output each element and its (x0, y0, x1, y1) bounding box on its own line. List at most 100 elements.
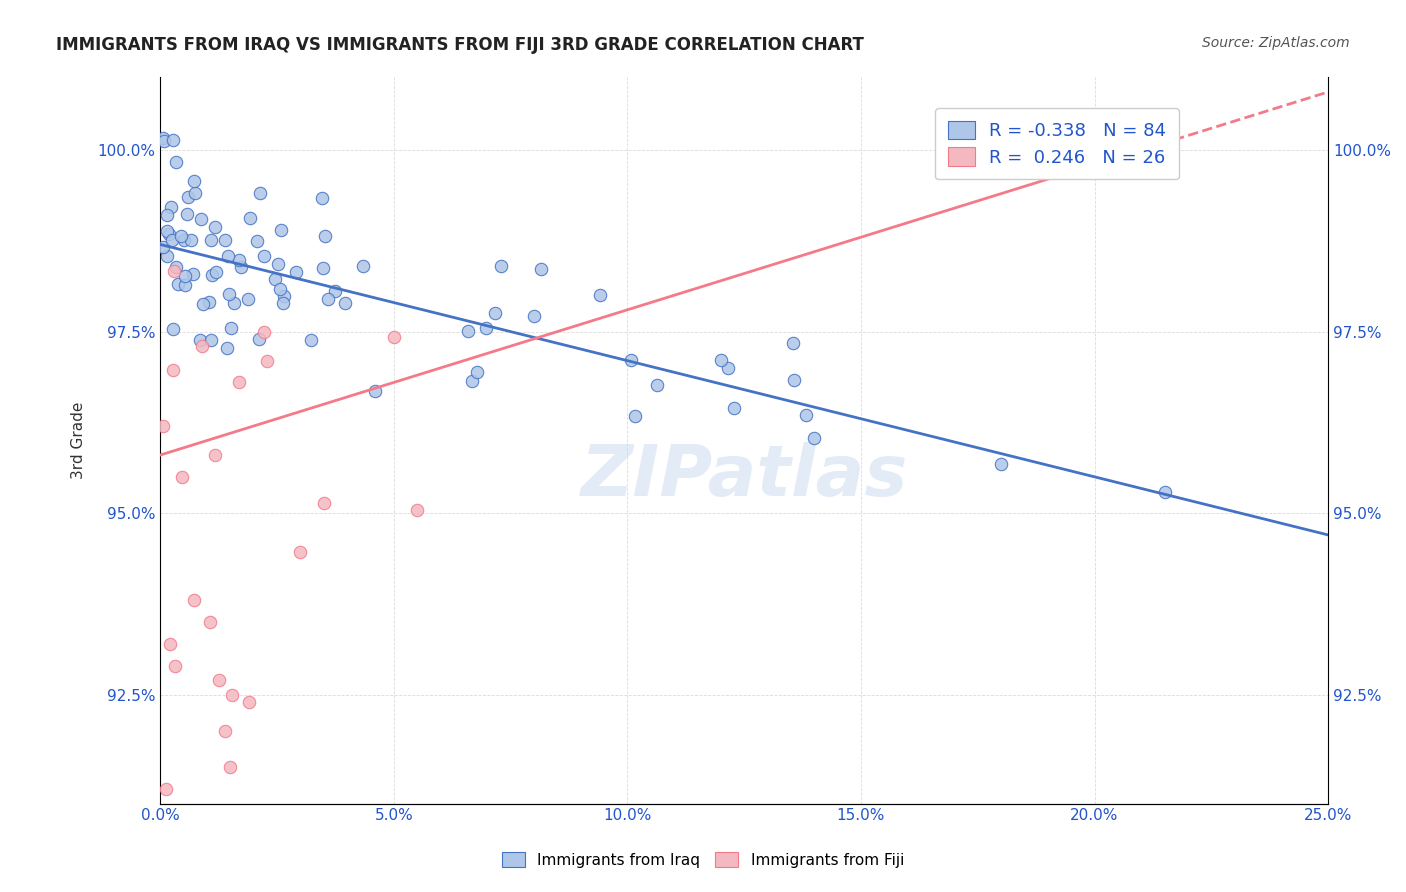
Point (523, 309, 546, 323)
Legend: R = -0.338   N = 84, R =  0.246   N = 26: R = -0.338 N = 84, R = 0.246 N = 26 (935, 108, 1180, 179)
Point (167, 277, 190, 291)
Point (273, 289, 295, 303)
Point (165, 658, 187, 673)
Point (217, 249, 239, 263)
Point (249, 186, 271, 201)
Point (181, 267, 204, 281)
Point (162, 363, 184, 377)
Point (710, 353, 733, 368)
Point (160, 233, 183, 247)
Point (157, 227, 180, 241)
Point (200, 333, 222, 347)
Point (352, 259, 374, 273)
Point (200, 615, 222, 629)
Point (460, 374, 482, 388)
Point (156, 224, 179, 238)
Point (160, 200, 183, 214)
Point (174, 278, 197, 293)
Point (183, 593, 205, 607)
Point (796, 408, 818, 422)
Point (204, 448, 226, 462)
Point (152, 130, 174, 145)
Point (382, 329, 405, 343)
Point (645, 378, 668, 392)
Text: ZIPatlas: ZIPatlas (581, 442, 908, 511)
Point (152, 134, 174, 148)
Point (162, 133, 184, 147)
Point (489, 259, 512, 273)
Point (990, 457, 1012, 471)
Point (312, 496, 335, 510)
Point (253, 325, 276, 339)
Point (1107, 121, 1129, 136)
Point (208, 673, 231, 688)
Point (197, 295, 219, 310)
Point (156, 249, 179, 263)
Point (1107, 128, 1129, 143)
Point (159, 637, 181, 651)
Point (204, 265, 226, 279)
Y-axis label: 3rd Grade: 3rd Grade (72, 401, 86, 479)
Point (165, 154, 187, 169)
Point (222, 296, 245, 310)
Point (190, 339, 212, 353)
Point (156, 208, 179, 222)
Point (155, 782, 177, 797)
Point (316, 292, 339, 306)
Point (269, 283, 291, 297)
Point (803, 431, 825, 445)
Point (247, 333, 270, 347)
Point (364, 384, 387, 398)
Point (465, 365, 488, 379)
Point (183, 174, 205, 188)
Point (457, 324, 479, 338)
Point (221, 688, 243, 702)
Point (299, 333, 322, 347)
Point (723, 401, 745, 416)
Point (152, 240, 174, 254)
Point (270, 223, 292, 237)
Point (239, 211, 262, 226)
Point (474, 320, 496, 334)
Point (271, 295, 294, 310)
Point (219, 320, 242, 334)
Point (169, 228, 191, 243)
Point (323, 284, 346, 298)
Point (201, 268, 224, 282)
Point (200, 233, 222, 247)
Point (214, 724, 236, 739)
Point (406, 503, 429, 517)
Point (266, 257, 288, 271)
Point (188, 333, 211, 347)
Point (311, 191, 333, 205)
Point (624, 409, 647, 423)
Text: Source: ZipAtlas.com: Source: ZipAtlas.com (1202, 36, 1350, 50)
Point (782, 373, 804, 387)
Point (246, 235, 269, 249)
Point (231, 260, 253, 275)
Point (219, 760, 242, 774)
Legend: Immigrants from Iraq, Immigrants from Fiji: Immigrants from Iraq, Immigrants from Fi… (495, 844, 911, 875)
Point (184, 186, 207, 200)
Point (236, 292, 259, 306)
Point (620, 353, 643, 368)
Point (191, 297, 214, 311)
Point (228, 376, 250, 390)
Point (173, 233, 195, 247)
Point (252, 250, 274, 264)
Point (172, 470, 194, 484)
Point (1153, 484, 1175, 499)
Point (484, 306, 506, 320)
Point (180, 233, 202, 247)
Text: IMMIGRANTS FROM IRAQ VS IMMIGRANTS FROM FIJI 3RD GRADE CORRELATION CHART: IMMIGRANTS FROM IRAQ VS IMMIGRANTS FROM … (56, 36, 865, 54)
Point (190, 211, 212, 226)
Point (152, 419, 174, 434)
Point (238, 695, 260, 709)
Point (177, 190, 200, 204)
Point (263, 272, 285, 286)
Point (782, 336, 804, 351)
Point (312, 261, 335, 276)
Point (162, 321, 184, 335)
Point (589, 288, 612, 302)
Point (285, 265, 308, 279)
